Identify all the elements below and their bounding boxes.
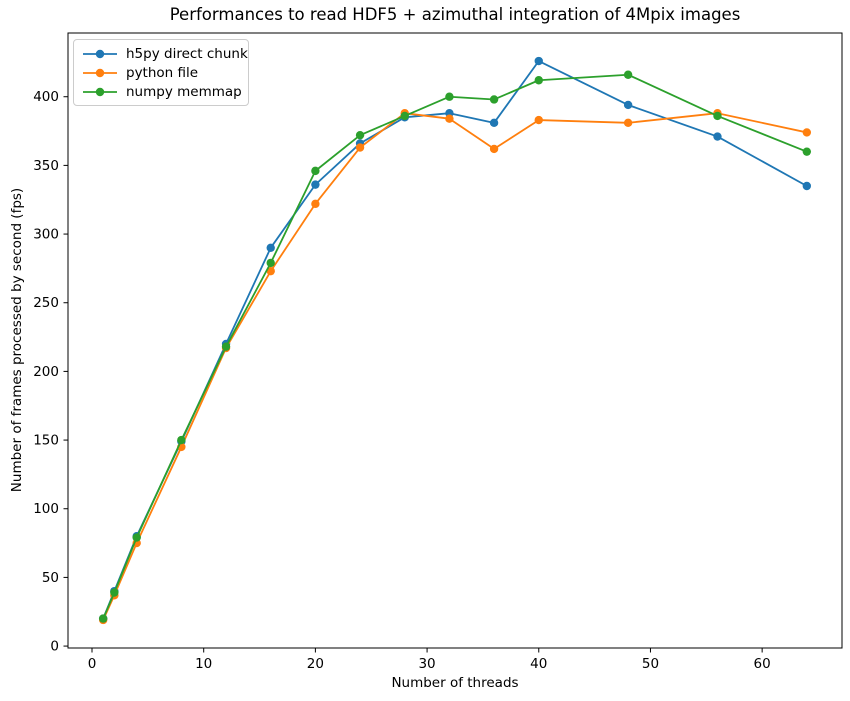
data-point-python-file	[489, 144, 499, 154]
x-tick-label: 50	[642, 656, 659, 672]
data-point-h5py-direct-chunk	[713, 132, 722, 141]
x-tick-label: 10	[195, 656, 212, 672]
data-point-numpy-memmap	[266, 258, 275, 268]
data-point-python-file	[802, 128, 812, 137]
data-point-h5py-direct-chunk	[489, 118, 499, 128]
series-line-python-file	[102, 112, 808, 621]
x-tick-label: 40	[530, 656, 547, 672]
legend-swatch-numpy-memmap	[83, 87, 117, 96]
legend: h5py direct chunk python file numpy memmap	[73, 39, 249, 106]
data-point-numpy-memmap	[311, 166, 320, 176]
x-axis-label: Number of threads	[391, 675, 518, 691]
data-point-h5py-direct-chunk	[623, 100, 633, 110]
legend-swatch-h5py-direct-chunk	[83, 49, 117, 58]
y-tick-label: 400	[33, 89, 59, 105]
data-point-numpy-memmap	[355, 130, 365, 140]
legend-label-h5py-direct-chunk: h5py direct chunk	[126, 45, 248, 62]
y-tick-label: 100	[33, 501, 59, 517]
data-point-numpy-memmap	[177, 435, 186, 445]
data-point-h5py-direct-chunk	[802, 181, 812, 191]
y-tick-label: 300	[33, 227, 59, 243]
data-point-python-file	[534, 115, 543, 125]
chart-title: Performances to read HDF5 + azimuthal in…	[169, 5, 741, 24]
y-tick-label: 50	[42, 570, 59, 586]
x-tick-label: 20	[307, 656, 324, 672]
data-point-numpy-memmap	[489, 95, 499, 104]
legend-marker-icon	[95, 68, 105, 77]
data-point-numpy-memmap	[221, 342, 231, 351]
y-tick-label: 0	[50, 639, 59, 655]
y-axis-label: Number of frames processed by second (fp…	[9, 188, 25, 492]
data-point-python-file	[311, 199, 320, 209]
data-point-h5py-direct-chunk	[534, 56, 543, 66]
data-point-python-file	[355, 143, 365, 152]
data-point-python-file	[445, 114, 454, 123]
data-point-python-file	[266, 266, 275, 276]
x-tick-label: 60	[754, 656, 771, 672]
series-line-numpy-memmap	[102, 73, 808, 619]
y-tick-label: 200	[33, 364, 59, 380]
y-tick-label: 250	[33, 295, 59, 311]
data-point-numpy-memmap	[802, 147, 812, 156]
data-point-numpy-memmap	[445, 92, 454, 101]
legend-label-python-file: python file	[126, 64, 199, 81]
axes-frame	[67, 32, 843, 649]
data-point-h5py-direct-chunk	[311, 180, 320, 189]
legend-marker-icon	[95, 87, 105, 96]
legend-item-numpy-memmap: numpy memmap	[82, 82, 242, 101]
legend-item-python-file: python file	[82, 63, 240, 82]
data-point-python-file	[623, 118, 633, 128]
data-point-numpy-memmap	[400, 111, 409, 121]
x-tick-label: 30	[418, 656, 435, 672]
legend-swatch-python-file	[83, 68, 117, 77]
legend-marker-icon	[95, 49, 105, 58]
data-point-numpy-memmap	[132, 533, 141, 542]
legend-label-numpy-memmap: numpy memmap	[126, 83, 242, 100]
y-tick-label: 350	[33, 158, 59, 174]
data-point-numpy-memmap	[98, 614, 108, 623]
legend-item-h5py-direct-chunk: h5py direct chunk	[82, 44, 248, 63]
data-point-numpy-memmap	[623, 70, 633, 79]
series-line-h5py-direct-chunk	[102, 60, 808, 619]
data-point-h5py-direct-chunk	[266, 243, 275, 252]
data-point-numpy-memmap	[534, 76, 543, 85]
data-point-numpy-memmap	[110, 588, 119, 597]
y-tick-label: 150	[33, 433, 59, 449]
data-point-numpy-memmap	[713, 111, 722, 121]
x-tick-label: 0	[88, 656, 97, 672]
